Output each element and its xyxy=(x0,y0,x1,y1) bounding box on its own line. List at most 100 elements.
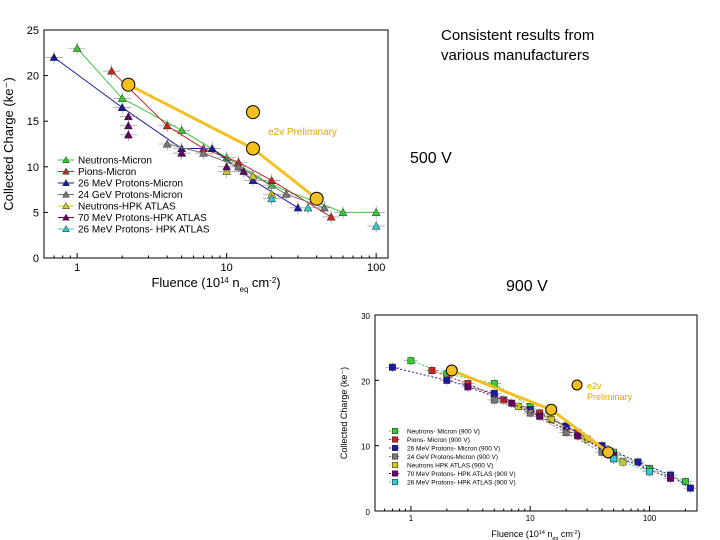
y-axis-label: Collected Charge (ke⁻) xyxy=(339,367,349,459)
data-point xyxy=(686,484,694,492)
data-point xyxy=(610,455,618,463)
chart-900v: 0 10 20 30 1 10 100 Fluence (1014 neq cm-2) Coll… xyxy=(339,312,698,540)
e2v-preliminary-label: e2v Preliminary xyxy=(268,127,337,138)
data-point xyxy=(526,409,534,417)
e2v-preliminary-label: e2v xyxy=(587,381,602,391)
legend-label: 26 MeV Protons- Micron (900 V) xyxy=(407,445,500,452)
legend-marker xyxy=(392,445,398,451)
legend-marker xyxy=(392,470,398,477)
data-point xyxy=(177,148,187,157)
data-point xyxy=(407,357,415,365)
data-point xyxy=(222,162,232,171)
data-point xyxy=(207,144,217,153)
legend-label: 26 MeV Protons- HPK ATLAS xyxy=(78,225,210,236)
data-point xyxy=(646,468,653,476)
legend-marker xyxy=(392,428,398,434)
data-point xyxy=(443,376,451,384)
voltage-label-500v: 500 V xyxy=(410,150,452,167)
y-tick-label: 5 xyxy=(33,207,39,219)
data-point xyxy=(267,175,277,184)
data-point xyxy=(49,52,59,61)
data-point xyxy=(234,162,243,171)
data-point xyxy=(338,207,348,216)
data-point xyxy=(239,166,249,175)
legend-label: Neutrons-HPK ATLAS xyxy=(78,202,176,213)
data-point xyxy=(117,103,127,111)
data-point xyxy=(464,383,472,391)
data-point xyxy=(162,121,172,130)
data-point xyxy=(388,363,396,371)
data-point xyxy=(303,203,313,212)
legend-marker xyxy=(392,453,398,460)
consistent-results-note: Consistent results from various manufact… xyxy=(441,27,595,64)
e2v-point xyxy=(245,105,260,120)
legend-marker xyxy=(392,462,398,468)
x-tick-label: 10 xyxy=(221,262,233,274)
plot-frame xyxy=(43,29,389,259)
data-point xyxy=(681,478,689,486)
legend-label: Neutrons- Micron (900 V) xyxy=(407,428,480,435)
x-tick-label: 1 xyxy=(409,514,414,523)
y-tick-label: 20 xyxy=(361,377,370,386)
legend-marker xyxy=(62,179,70,186)
data-point xyxy=(515,403,523,410)
legend-label: 26 MeV Protons-Micron xyxy=(78,179,183,190)
data-point xyxy=(267,194,277,203)
e2v-point xyxy=(445,364,458,377)
y-tick-label: 0 xyxy=(33,253,39,265)
y-axis-label: Collected Charge (ke⁻) xyxy=(1,77,16,210)
data-point xyxy=(371,207,381,216)
x-tick-label: 100 xyxy=(367,262,385,274)
x-tick-label: 1 xyxy=(74,262,80,274)
e2v-point xyxy=(121,77,136,92)
data-point xyxy=(107,66,117,75)
data-point xyxy=(562,429,570,437)
data-point xyxy=(293,203,303,212)
legend-marker xyxy=(62,190,70,198)
e2v-point xyxy=(245,141,260,156)
data-point xyxy=(281,189,291,198)
x-axis-label: Fluence (1014 neq cm-2) xyxy=(151,275,280,294)
legend-label: 24 GeV Protons-Micron (900 V) xyxy=(407,454,498,461)
legend-label: 70 MeV Protons- HPK ATLAS (900 V) xyxy=(407,471,516,478)
data-point xyxy=(536,412,544,420)
e2v-legend-marker xyxy=(571,379,583,391)
data-point xyxy=(248,171,258,180)
legend-label: Neutrons-Micron xyxy=(78,156,152,167)
data-point xyxy=(199,148,208,157)
data-point xyxy=(634,458,642,466)
y-tick-label: 20 xyxy=(27,71,39,83)
legend-marker xyxy=(392,436,398,443)
legend-marker xyxy=(62,202,70,209)
legend-label: Pions-Micron xyxy=(78,167,136,178)
plot-frame xyxy=(374,314,698,512)
e2v-point xyxy=(309,191,324,206)
x-axis-label: Fluence (1014 neq cm-2) xyxy=(491,529,580,540)
legend-label: Pions- Micron (900 V) xyxy=(407,437,470,444)
data-point xyxy=(371,221,381,230)
legend-marker xyxy=(62,213,70,221)
data-point xyxy=(123,130,133,139)
legend-label: Neutrons HPK ATLAS (900 V) xyxy=(407,462,493,469)
e2v-preliminary-label: Preliminary xyxy=(587,392,633,402)
data-point xyxy=(177,125,187,134)
data-point xyxy=(500,396,508,404)
legend-marker xyxy=(392,479,398,485)
y-tick-label: 30 xyxy=(361,312,370,321)
e2v-point xyxy=(545,403,558,416)
legend-label: 70 MeV Protons-HPK ATLAS xyxy=(78,213,207,224)
y-tick-label: 25 xyxy=(27,25,39,37)
legend-marker xyxy=(62,156,70,163)
data-point xyxy=(428,367,436,374)
data-point xyxy=(123,121,133,130)
y-tick-label: 10 xyxy=(361,443,370,452)
y-tick-label: 0 xyxy=(366,508,371,517)
legend-marker xyxy=(62,167,70,175)
data-point xyxy=(72,43,82,52)
data-point xyxy=(326,212,336,221)
data-point xyxy=(574,432,582,440)
y-tick-label: 10 xyxy=(27,162,39,174)
series-line xyxy=(53,56,299,209)
e2v-point xyxy=(602,446,615,459)
y-tick-label: 15 xyxy=(27,116,39,128)
